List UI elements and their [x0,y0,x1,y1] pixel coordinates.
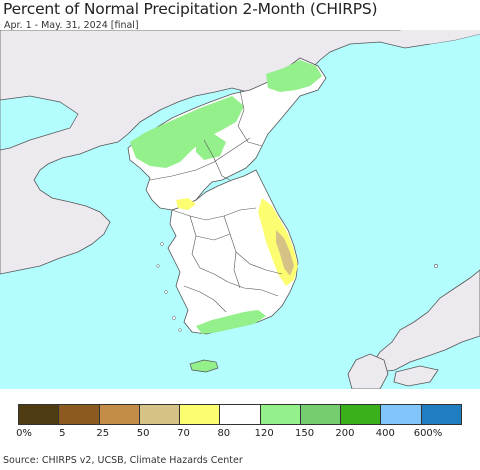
west-dry-patch [176,198,196,210]
kyushu-landmass [347,353,389,389]
admin-boundaries [149,89,283,313]
bohai-bay [0,95,79,151]
map-title: Percent of Normal Precipitation 2-Month … [3,0,378,18]
legend-tick-label: 25 [96,428,110,439]
legend-tick-label: 400 [375,428,395,439]
color-legend [18,404,462,425]
legend-swatch [260,405,301,424]
legend-swatch [421,405,461,424]
legend-tick-label: 120 [254,428,274,439]
legend-swatch [381,405,422,424]
legend-tick-label: 150 [294,428,315,439]
east-coast-dry-tan [276,230,294,276]
nk-wet-central [196,134,226,160]
legend-swatch [139,405,181,424]
legend-swatch [180,405,221,424]
legend-swatch [59,405,100,424]
legend-swatch [300,405,342,424]
west-islets [156,242,182,332]
legend-tick-label: 80 [217,428,231,439]
legend-tick-label: 600% [413,428,443,439]
jeju-island [189,359,219,373]
south-coast-wet [196,310,266,334]
precipitation-map [0,30,480,389]
ulleung-island [434,264,438,268]
china-landmass [0,30,480,275]
legend-swatch [341,405,382,424]
source-credit: Source: CHIRPS v2, UCSB, Climate Hazards… [3,455,243,466]
legend-swatch [99,405,140,424]
legend-swatch [19,405,60,424]
shikoku-landmass [393,365,439,387]
nk-wet-northwest [130,96,244,168]
legend-tick-label: 5 [59,428,66,439]
legend-swatch [220,405,261,424]
russia-coast [400,30,480,44]
legend-tick-label: 50 [136,428,150,439]
legend-tick-label: 70 [177,428,190,439]
map-subtitle: Apr. 1 - May. 31, 2024 [final] [4,20,139,31]
legend-tick-label: 200 [335,428,355,439]
legend-tick-label: 0% [16,428,32,439]
nk-wet-northeast [266,60,322,92]
legend-labels: 0% 5 25 50 70 80 120 150 200 400 600% [0,428,480,442]
